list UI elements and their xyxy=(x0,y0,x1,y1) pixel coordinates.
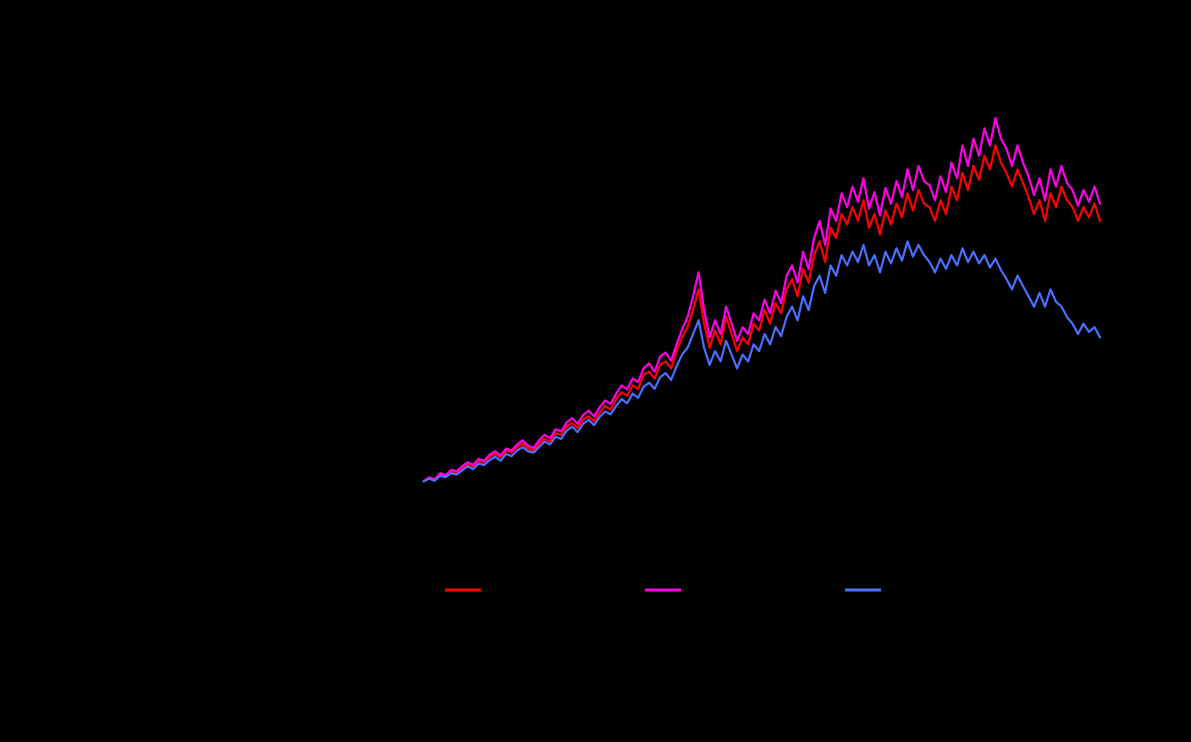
x-tick-label: 2015 xyxy=(781,559,808,573)
chart-background xyxy=(0,0,1191,742)
line-chart: 0 1 2 3 4 5 6 7 2000 2005 2010 2015 2020 xyxy=(0,0,1191,742)
y-tick-label: 7 xyxy=(123,63,130,77)
x-tick-label: 2005 xyxy=(345,559,372,573)
y-tick-label: 3 xyxy=(123,337,130,351)
y-tick-label: 2 xyxy=(123,406,130,420)
x-tick-label: 2020 xyxy=(999,559,1026,573)
y-tick-label: 6 xyxy=(123,132,130,146)
x-tick-label: 2010 xyxy=(563,559,590,573)
y-tick-label: 0 xyxy=(123,543,130,557)
y-tick-label: 5 xyxy=(123,200,130,214)
x-tick-label: 2000 xyxy=(127,559,154,573)
chart-container: 0 1 2 3 4 5 6 7 2000 2005 2010 2015 2020 xyxy=(0,0,1191,742)
y-tick-label: 4 xyxy=(123,269,130,283)
y-tick-label: 1 xyxy=(123,474,130,488)
